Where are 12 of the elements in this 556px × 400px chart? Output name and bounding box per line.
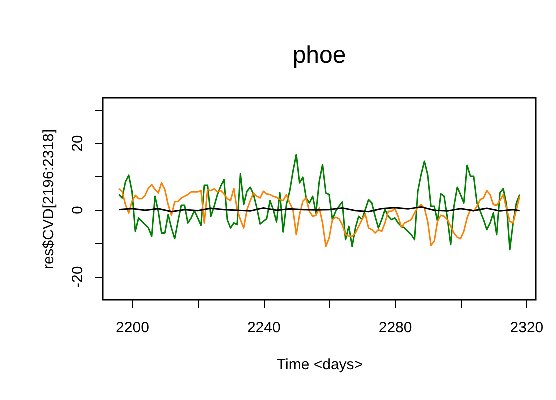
y-axis-title: res$CVD[2196:2318] <box>40 129 58 270</box>
line-series <box>118 154 521 251</box>
y-tick-label: 20 <box>70 135 86 152</box>
line-series <box>118 182 521 248</box>
x-tick-label: 2240 <box>247 320 281 336</box>
x-tick-label: 2200 <box>116 320 150 336</box>
chart-title: phoe <box>292 42 346 69</box>
x-axis-title: Time <days> <box>276 356 364 374</box>
x-tick-label: 2280 <box>378 320 412 336</box>
y-tick-label: 0 <box>70 206 86 215</box>
x-tick-label: 2320 <box>510 320 544 336</box>
y-tick-label: -20 <box>70 266 86 288</box>
